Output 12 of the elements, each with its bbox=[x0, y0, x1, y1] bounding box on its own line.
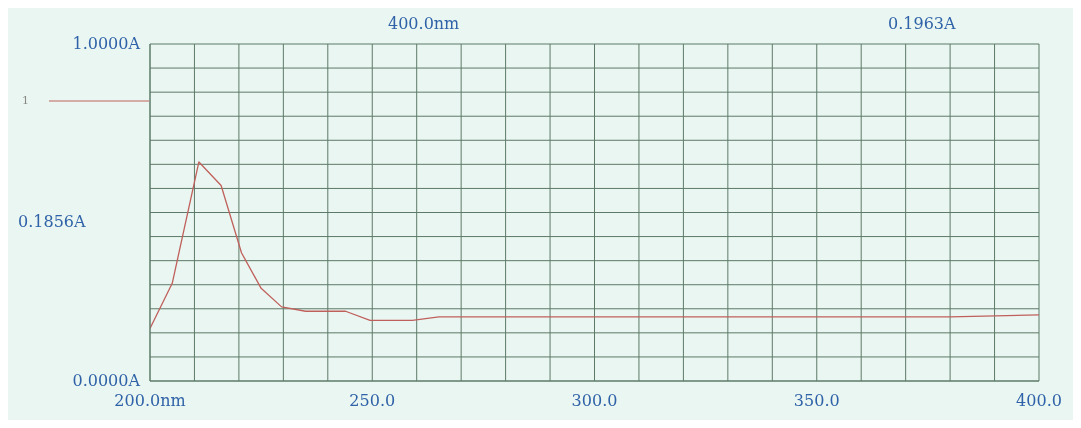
x-tick-label: 250.0 bbox=[349, 390, 396, 410]
x-tick-label: 400.0 bbox=[1016, 390, 1062, 410]
y-tick-label: 0.0000A bbox=[72, 370, 141, 390]
x-tick-label: 200.0nm bbox=[114, 390, 186, 410]
line-series bbox=[150, 161, 1039, 330]
text: 1 bbox=[22, 94, 29, 107]
y-tick-label: 1.0000A bbox=[72, 33, 141, 53]
text: 400.0nm bbox=[388, 14, 460, 33]
text: 0.1856A bbox=[18, 212, 86, 231]
text: 0.1963A bbox=[888, 14, 956, 33]
x-tick-label: 350.0 bbox=[793, 390, 840, 410]
x-tick-label: 300.0 bbox=[571, 390, 618, 410]
